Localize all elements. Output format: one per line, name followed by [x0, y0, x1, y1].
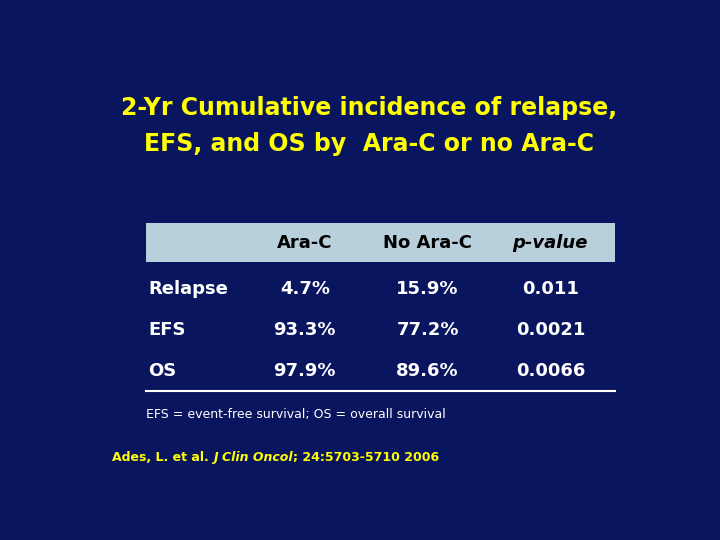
Text: 0.0021: 0.0021 [516, 321, 585, 339]
Text: EFS: EFS [148, 321, 186, 339]
Text: 77.2%: 77.2% [396, 321, 459, 339]
Text: J Clin Oncol: J Clin Oncol [213, 451, 293, 464]
Text: 0.011: 0.011 [522, 280, 579, 298]
Text: No Ara-C: No Ara-C [383, 234, 472, 252]
Text: Ara-C: Ara-C [277, 234, 333, 252]
Text: 15.9%: 15.9% [396, 280, 459, 298]
Text: 2-Yr Cumulative incidence of relapse,: 2-Yr Cumulative incidence of relapse, [121, 97, 617, 120]
Text: 93.3%: 93.3% [274, 321, 336, 339]
Text: Ades, L. et al.: Ades, L. et al. [112, 451, 213, 464]
Text: Relapse: Relapse [148, 280, 228, 298]
Text: 4.7%: 4.7% [280, 280, 330, 298]
Text: 89.6%: 89.6% [396, 362, 459, 380]
Text: OS: OS [148, 362, 177, 380]
Text: p-value: p-value [513, 234, 588, 252]
Text: EFS = event-free survival; OS = overall survival: EFS = event-free survival; OS = overall … [145, 408, 446, 421]
Text: ; 24:5703-5710 2006: ; 24:5703-5710 2006 [293, 451, 439, 464]
Bar [145, 223, 615, 262]
Text: 97.9%: 97.9% [274, 362, 336, 380]
Text: 0.0066: 0.0066 [516, 362, 585, 380]
Text: EFS, and OS by  Ara-C or no Ara-C: EFS, and OS by Ara-C or no Ara-C [144, 132, 594, 156]
